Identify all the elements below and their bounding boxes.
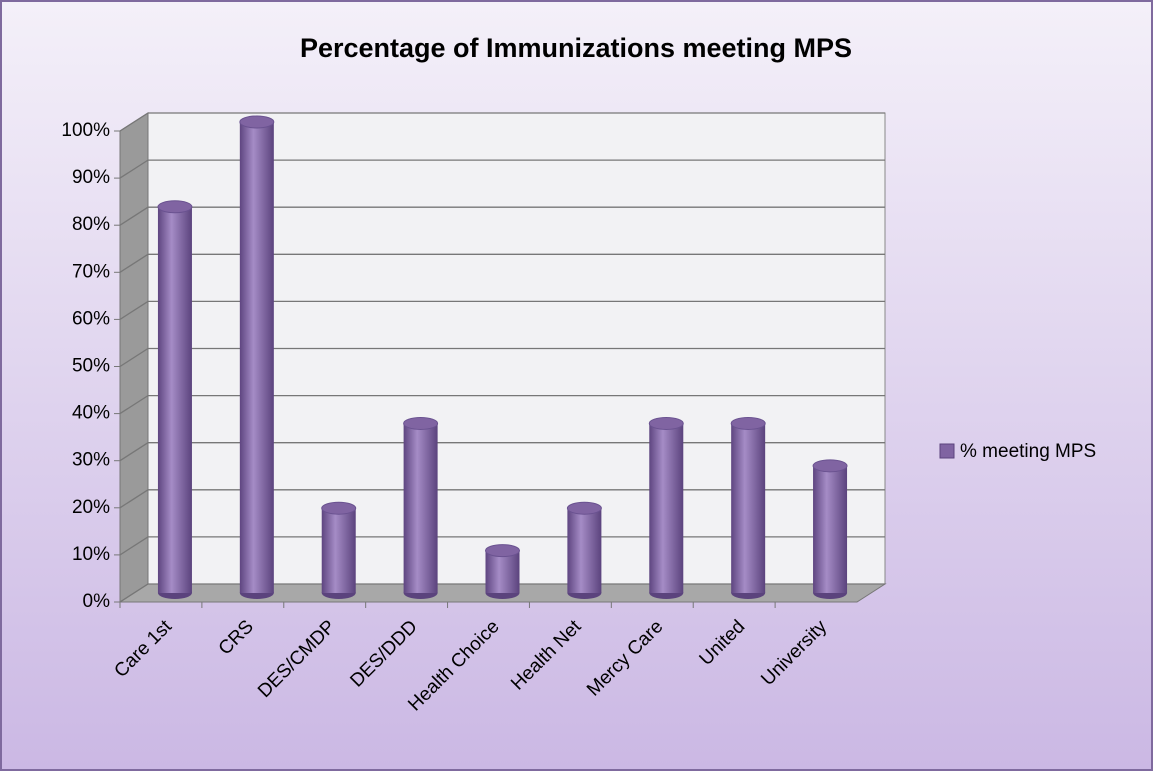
legend-swatch [939,443,955,459]
y-tick-label: 30% [72,450,110,471]
bar-top [485,544,520,558]
grid-line [119,489,885,509]
grid-line [119,206,885,226]
bar-top [730,416,766,430]
y-tick-label: 10% [72,544,110,565]
y-tick-label: 100% [61,120,110,141]
y-tick-label: 20% [72,497,110,518]
y-tick-label: 50% [72,356,110,377]
bar [731,423,766,593]
grid-line [119,442,885,462]
bar-top [566,501,602,515]
grid-line [119,347,885,368]
grid-line [119,536,885,556]
bar [403,423,438,593]
y-tick-label: 40% [72,403,110,424]
legend-label: % meeting MPS [960,441,1096,462]
bar [239,122,274,593]
grid-line [119,394,885,415]
y-tick-label: 60% [72,308,110,329]
grid-line [119,253,885,273]
bar-top [239,115,275,129]
bar-top [648,416,684,430]
bar [157,206,192,593]
grid-line [119,583,885,603]
bar-top [157,200,193,214]
bar [485,550,520,593]
grid-line [119,112,885,132]
grid-line [119,159,885,179]
y-tick-label: 80% [72,214,110,235]
y-tick-label: 90% [72,167,110,188]
bar-top [403,416,439,430]
y-tick-label: 70% [72,261,110,282]
bar-top [812,459,848,473]
grid-line [119,300,885,320]
bar [649,423,684,593]
y-tick-label: 0% [83,591,111,612]
bar-top [321,501,357,515]
bar [567,508,602,593]
bar [321,508,356,593]
chart-title: Percentage of Immunizations meeting MPS [300,33,852,63]
bar [813,465,848,593]
